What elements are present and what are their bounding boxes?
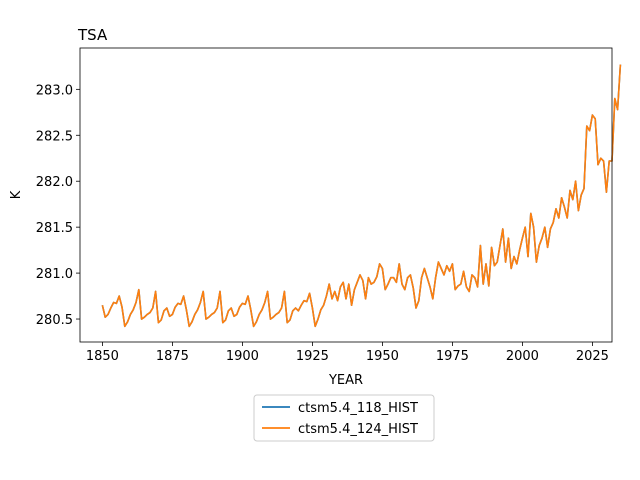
legend-label-ctsm5-4-118-hist: ctsm5.4_118_HIST — [298, 401, 418, 416]
legend: ctsm5.4_118_HIST ctsm5.4_124_HIST — [253, 394, 435, 442]
y-tick-label: 283.0 — [36, 83, 73, 98]
plot-area — [79, 47, 622, 343]
axes-frame — [79, 47, 613, 343]
x-tick-label: 2000 — [506, 349, 539, 364]
x-tick-label: 1925 — [296, 349, 329, 364]
x-axis-ticks: 1850 1875 1900 1925 1950 1975 2000 2025 — [86, 342, 609, 364]
x-axis-label: YEAR — [328, 373, 363, 388]
series-line-ctsm5-4-124-hist — [101, 64, 622, 328]
y-axis-label: K — [9, 190, 24, 199]
x-tick-label: 1875 — [156, 349, 189, 364]
chart-title: TSA — [77, 26, 108, 44]
y-tick-label: 280.5 — [36, 313, 73, 328]
y-tick-label: 282.5 — [36, 129, 73, 144]
x-tick-label: 2025 — [576, 349, 609, 364]
legend-label-ctsm5-4-124-hist: ctsm5.4_124_HIST — [298, 422, 418, 437]
y-axis-ticks: 280.5 281.0 281.5 282.0 282.5 283.0 — [36, 83, 80, 328]
axes-background — [80, 48, 612, 342]
x-tick-label: 1950 — [366, 349, 399, 364]
x-tick-label: 1850 — [86, 349, 119, 364]
legend-box — [253, 394, 435, 442]
x-tick-label: 1975 — [436, 349, 469, 364]
y-tick-label: 281.5 — [36, 221, 73, 236]
series-layer — [101, 64, 622, 328]
x-tick-label: 1900 — [226, 349, 259, 364]
y-tick-label: 281.0 — [36, 267, 73, 282]
y-tick-label: 282.0 — [36, 175, 73, 190]
